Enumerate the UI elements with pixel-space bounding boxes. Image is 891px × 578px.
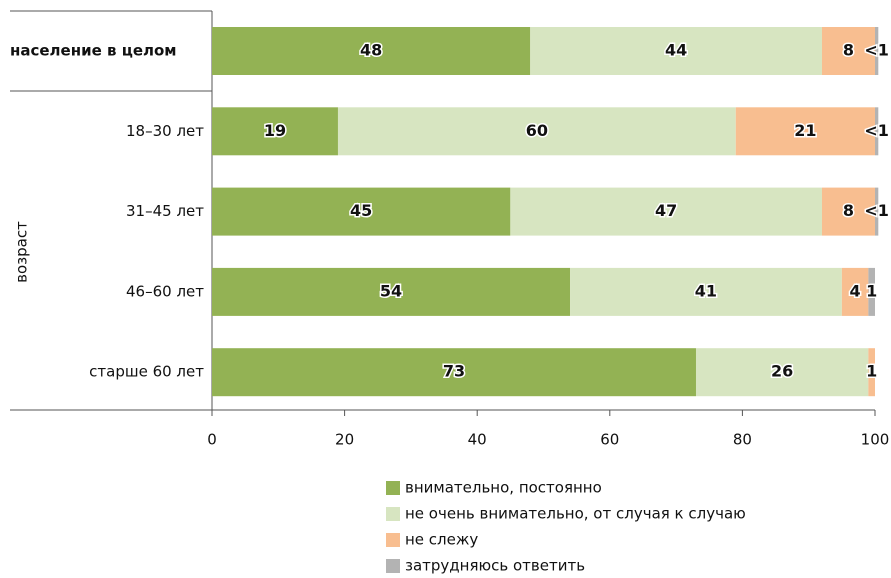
bar-segment — [821, 187, 875, 236]
bar-segment — [530, 27, 822, 75]
bar-segment — [875, 187, 879, 236]
bar-segment — [212, 107, 338, 156]
bar-segment — [212, 267, 571, 316]
bar-segment — [875, 107, 879, 156]
value-label: 54 — [380, 281, 402, 300]
bar-segment — [735, 107, 875, 156]
value-label: 8 — [843, 41, 854, 60]
bar-segment — [821, 27, 875, 75]
value-label: 1 — [866, 281, 877, 300]
value-label: <1 — [864, 201, 889, 220]
bar-segment — [841, 267, 869, 316]
value-label: 1 — [866, 362, 877, 381]
legend-swatch — [386, 481, 400, 495]
bar-segment — [695, 348, 869, 397]
value-label: 41 — [695, 281, 717, 300]
value-label: 48 — [360, 41, 382, 60]
value-label: 21 — [794, 121, 816, 140]
bar-segment — [212, 348, 696, 397]
legend-label: не слежу — [405, 531, 478, 549]
value-label: <1 — [864, 121, 889, 140]
bar-segment — [875, 27, 879, 75]
value-label: 45 — [350, 201, 372, 220]
bar-segment — [212, 27, 531, 75]
bar-segment — [570, 267, 842, 316]
x-tick-label: 100 — [861, 431, 890, 449]
bar-segment — [510, 187, 822, 236]
value-label: 8 — [843, 201, 854, 220]
x-tick-label: 40 — [468, 431, 487, 449]
category-label: старше 60 лет — [89, 363, 204, 381]
x-tick-label: 0 — [207, 431, 217, 449]
category-label: население в целом — [10, 42, 177, 60]
bar-segment — [212, 187, 511, 236]
bar-segment — [337, 107, 736, 156]
bar-segment — [868, 267, 875, 316]
legend-swatch — [386, 559, 400, 573]
group-label: возраст — [13, 221, 31, 283]
value-label: 44 — [665, 41, 687, 60]
legend-label: внимательно, постоянно — [405, 479, 602, 497]
bar-segment — [868, 348, 875, 397]
value-label: 73 — [443, 362, 465, 381]
category-label: 31–45 лет — [126, 202, 204, 220]
value-label: 47 — [655, 201, 677, 220]
value-label: <1 — [864, 41, 889, 60]
value-label: 26 — [771, 362, 793, 381]
value-label: 19 — [264, 121, 286, 140]
legend-swatch — [386, 507, 400, 521]
category-label: 46–60 лет — [126, 282, 204, 300]
x-tick-label: 80 — [733, 431, 752, 449]
value-label: 4 — [850, 281, 861, 300]
legend-label: затрудняюсь ответить — [405, 557, 585, 575]
legend-swatch — [386, 533, 400, 547]
legend-label: не очень внимательно, от случая к случаю — [405, 505, 746, 523]
x-tick-label: 20 — [335, 431, 354, 449]
x-tick-label: 60 — [600, 431, 619, 449]
value-label: 60 — [526, 121, 548, 140]
category-label: 18–30 лет — [126, 122, 204, 140]
